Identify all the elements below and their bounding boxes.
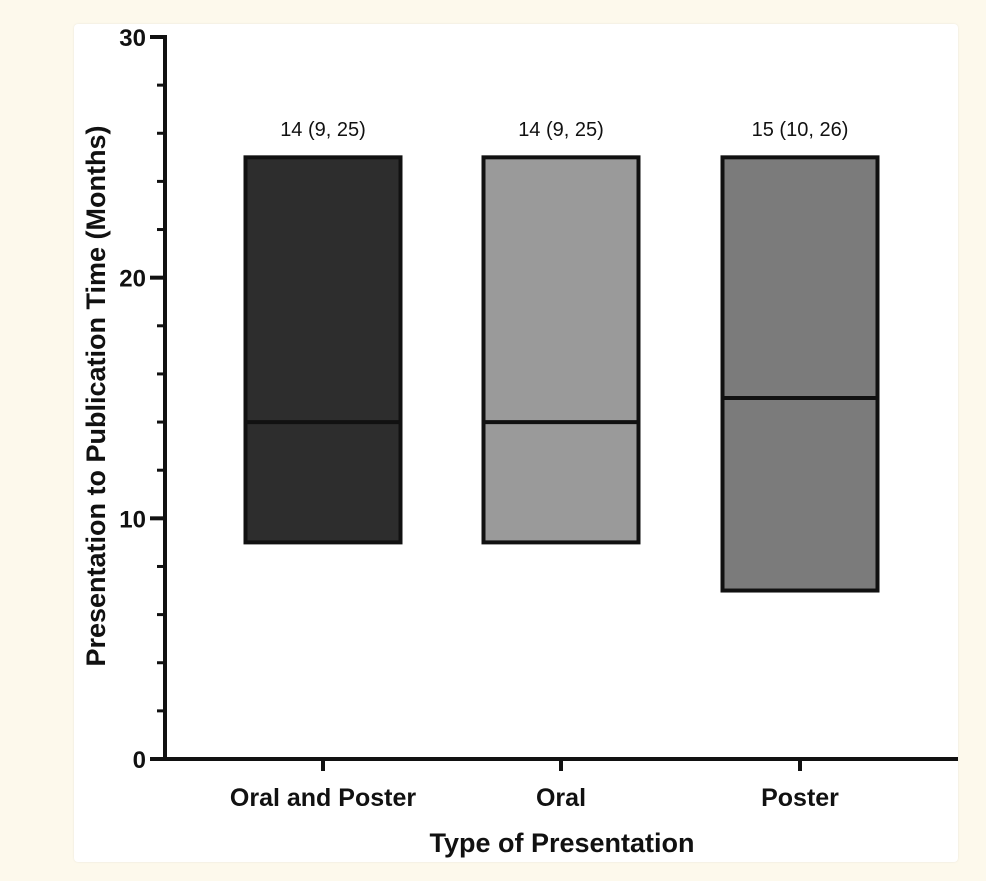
y-tick-label: 10 bbox=[119, 506, 146, 533]
y-axis-title: Presentation to Publication Time (Months… bbox=[81, 125, 111, 666]
x-axis-title: Type of Presentation bbox=[429, 828, 694, 858]
data-label: 14 (9, 25) bbox=[518, 119, 604, 141]
x-tick-label: Poster bbox=[761, 784, 839, 812]
y-tick-label: 30 bbox=[119, 25, 146, 52]
axes: 0 10 20 30 Oral and Poster Oral Poster bbox=[119, 25, 958, 812]
y-tick-label: 0 bbox=[133, 747, 146, 774]
box bbox=[243, 155, 403, 545]
box bbox=[720, 155, 880, 593]
data-label: 15 (10, 26) bbox=[752, 119, 849, 141]
data-label: 14 (9, 25) bbox=[280, 119, 366, 141]
box bbox=[481, 155, 641, 545]
labels: 14 (9, 25) 14 (9, 25) 15 (10, 26) bbox=[280, 119, 848, 141]
x-tick-label: Oral bbox=[536, 784, 586, 812]
x-tick-label: Oral and Poster bbox=[230, 784, 416, 812]
boxes bbox=[243, 155, 880, 593]
y-tick-label: 20 bbox=[119, 266, 146, 293]
